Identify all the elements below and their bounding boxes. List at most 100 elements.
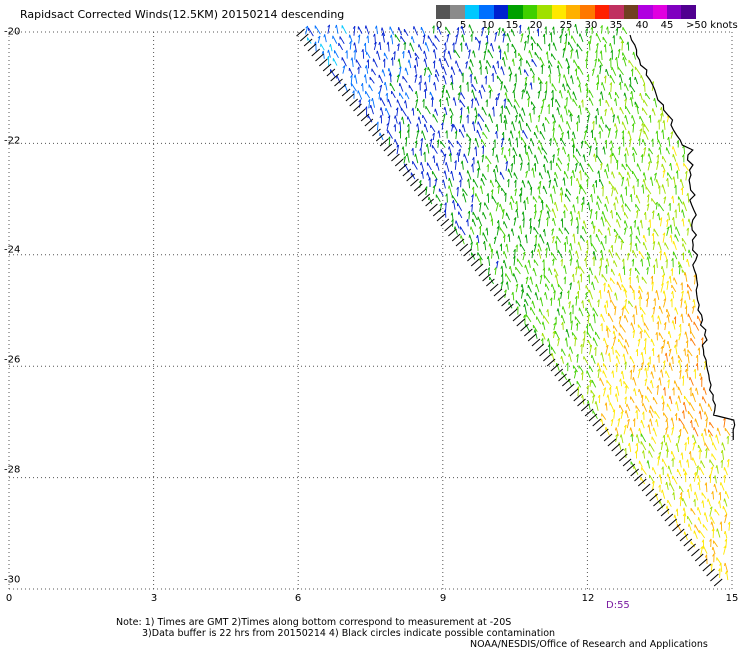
wind-vector bbox=[371, 68, 376, 76]
wind-vector-head bbox=[589, 145, 592, 149]
wind-vector bbox=[611, 186, 615, 197]
wind-vector bbox=[527, 180, 532, 188]
wind-vector bbox=[558, 73, 561, 84]
wind-vector-head bbox=[569, 113, 572, 117]
wind-vector-head bbox=[632, 51, 635, 55]
wind-vector bbox=[373, 41, 377, 51]
wind-vector-head bbox=[607, 290, 609, 294]
wind-vector-head bbox=[549, 138, 552, 142]
wind-vector-head bbox=[641, 184, 644, 188]
wind-vector-head bbox=[314, 41, 317, 45]
wind-vector bbox=[469, 138, 471, 148]
wind-vector-head bbox=[666, 226, 670, 230]
swath-edge-flag bbox=[307, 43, 317, 52]
wind-vector bbox=[558, 227, 564, 235]
wind-vector bbox=[683, 401, 687, 412]
wind-vector-head bbox=[448, 153, 451, 157]
latitude-label: -24 bbox=[4, 244, 21, 256]
wind-vector bbox=[536, 43, 543, 51]
wind-vector-head bbox=[591, 221, 593, 225]
wind-vector bbox=[677, 468, 682, 477]
swath-edge-flag bbox=[660, 508, 670, 517]
wind-vector-head bbox=[495, 154, 498, 158]
wind-vector bbox=[622, 52, 627, 61]
wind-vector bbox=[565, 33, 568, 43]
wind-vector-head bbox=[620, 194, 622, 198]
wind-vector bbox=[617, 418, 621, 427]
wind-vector bbox=[688, 523, 692, 531]
note-line-1: Note: 1) Times are GMT 2)Times along bot… bbox=[116, 617, 512, 628]
wind-vector bbox=[578, 365, 584, 373]
wind-vector-head bbox=[450, 74, 453, 78]
wind-vector-head bbox=[493, 139, 496, 143]
wind-vector bbox=[701, 492, 707, 499]
wind-vector bbox=[699, 403, 704, 413]
wind-vector bbox=[513, 90, 516, 99]
wind-vector bbox=[630, 369, 633, 380]
wind-vector bbox=[585, 250, 589, 259]
wind-vector bbox=[666, 403, 672, 412]
wind-vector bbox=[485, 42, 488, 51]
scale-swatch bbox=[594, 5, 610, 19]
wind-vector-head bbox=[712, 553, 715, 557]
wind-vector bbox=[566, 328, 570, 338]
wind-vector bbox=[721, 459, 723, 468]
wind-vector-head bbox=[403, 41, 406, 45]
wind-vector-head bbox=[414, 140, 418, 144]
wind-vector bbox=[506, 243, 509, 253]
wind-vector-head bbox=[519, 58, 522, 62]
wind-vector-head bbox=[580, 202, 584, 206]
wind-vector-head bbox=[687, 218, 690, 222]
wind-vector bbox=[628, 300, 633, 308]
wind-vector bbox=[455, 60, 460, 68]
wind-vector-head bbox=[552, 42, 555, 46]
wind-vector-head bbox=[592, 183, 595, 187]
longitude-label: 9 bbox=[439, 593, 447, 604]
wind-vector-head bbox=[486, 256, 489, 260]
wind-vector bbox=[641, 467, 647, 475]
wind-vector-head bbox=[515, 209, 518, 213]
wind-vector bbox=[449, 153, 452, 162]
wind-vector-head bbox=[585, 324, 589, 328]
wind-vector bbox=[678, 417, 685, 427]
wind-vector-head bbox=[487, 267, 490, 271]
wind-vector-head bbox=[445, 162, 447, 166]
wind-vector-head bbox=[723, 498, 725, 502]
longitude-label: 3 bbox=[150, 593, 158, 604]
wind-vector-head bbox=[683, 348, 686, 352]
wind-vector-head bbox=[586, 314, 590, 318]
wind-vector bbox=[453, 200, 456, 210]
wind-vector bbox=[679, 485, 684, 493]
wind-vector bbox=[651, 338, 655, 347]
wind-vector bbox=[546, 51, 549, 60]
wind-vector bbox=[538, 114, 541, 123]
wind-vector-head bbox=[443, 106, 446, 111]
wind-vector-head bbox=[636, 178, 639, 182]
wind-vector-head bbox=[458, 171, 461, 176]
wind-vector-head bbox=[571, 144, 575, 148]
swath-edge-flag bbox=[535, 343, 545, 352]
wind-vector-head bbox=[644, 367, 647, 371]
wind-vector-head bbox=[626, 177, 629, 181]
wind-vector bbox=[623, 266, 626, 276]
wind-vector bbox=[564, 41, 567, 51]
wind-vector-head bbox=[537, 90, 541, 94]
wind-vector bbox=[638, 250, 645, 260]
wind-vector bbox=[462, 34, 465, 42]
wind-vector-head bbox=[345, 50, 348, 54]
wind-vector-head bbox=[546, 210, 549, 214]
wind-vector bbox=[636, 194, 641, 204]
wind-vector bbox=[557, 147, 560, 156]
swath-edge-flag bbox=[322, 63, 332, 72]
wind-vector bbox=[700, 460, 706, 469]
wind-vector bbox=[611, 171, 615, 179]
wind-vector-head bbox=[653, 97, 656, 102]
wind-vector-head bbox=[632, 364, 636, 368]
wind-vector bbox=[604, 75, 607, 84]
wind-vector-head bbox=[643, 211, 646, 216]
wind-vector bbox=[655, 202, 658, 210]
wind-vector-head bbox=[600, 418, 603, 422]
swath-edge-flag bbox=[573, 393, 583, 402]
wind-vector bbox=[651, 275, 654, 284]
wind-vector-head bbox=[551, 235, 555, 239]
